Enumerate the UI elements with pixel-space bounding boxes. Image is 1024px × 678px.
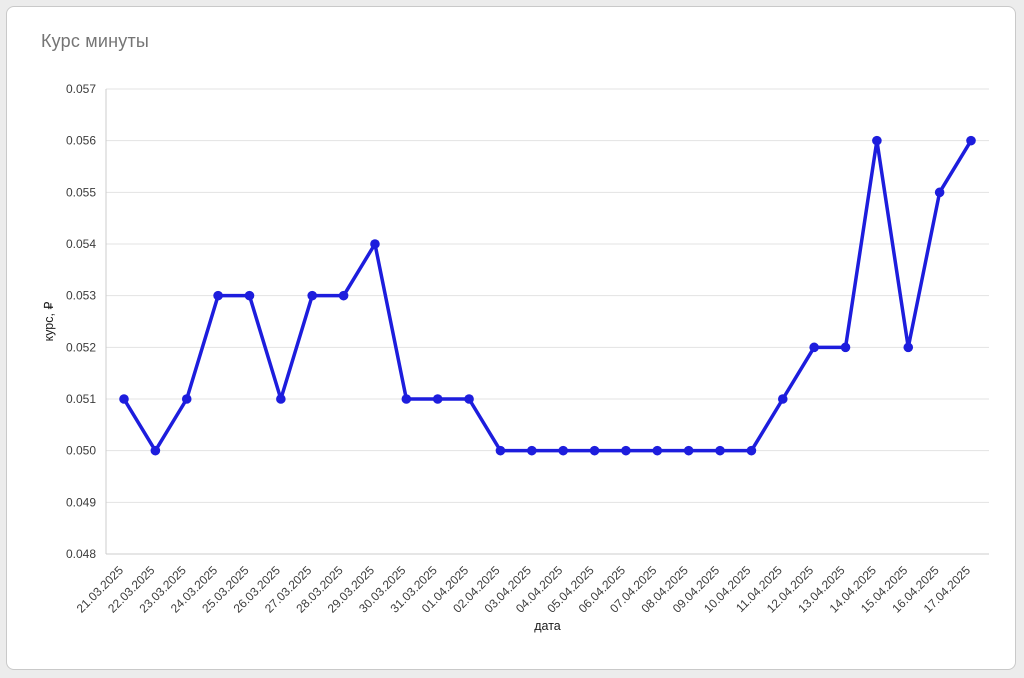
y-tick-label: 0.052 bbox=[66, 340, 96, 354]
chart-card: Курс минуты 0.048 0.049 0.050 0.051 0.052 0.0… bbox=[6, 6, 1016, 670]
data-point bbox=[934, 187, 945, 198]
y-tick-label: 0.048 bbox=[66, 547, 96, 561]
line-chart: 0.048 0.049 0.050 0.051 0.052 0.053 0.054 0.055… bbox=[42, 82, 989, 633]
y-tick-label: 0.049 bbox=[66, 495, 96, 509]
data-point bbox=[903, 342, 914, 353]
data-point bbox=[715, 445, 725, 456]
data-point bbox=[527, 445, 537, 456]
chart-title: Курс минуты bbox=[41, 31, 150, 51]
data-point bbox=[307, 290, 318, 301]
data-point bbox=[401, 394, 412, 404]
data-point bbox=[150, 445, 161, 456]
data-point bbox=[495, 445, 506, 456]
data-point bbox=[432, 394, 443, 404]
data-point bbox=[683, 445, 694, 456]
data-point bbox=[370, 239, 380, 249]
data-point bbox=[276, 394, 286, 404]
data-point bbox=[119, 394, 129, 404]
data-point bbox=[746, 445, 757, 456]
data-point bbox=[464, 394, 474, 404]
data-point bbox=[809, 342, 819, 353]
data-point bbox=[244, 290, 255, 301]
data-point bbox=[872, 135, 882, 146]
data-point bbox=[589, 445, 600, 456]
chart-line bbox=[122, 138, 973, 453]
data-point bbox=[652, 445, 663, 456]
data-point bbox=[777, 394, 788, 404]
y-tick-label: 0.051 bbox=[66, 392, 96, 406]
y-tick-label: 0.054 bbox=[66, 237, 96, 251]
data-point bbox=[181, 394, 192, 404]
y-tick-label: 0.050 bbox=[66, 444, 96, 458]
data-point bbox=[558, 445, 568, 456]
y-tick-label: 0.057 bbox=[66, 82, 96, 96]
y-tick-label: 0.055 bbox=[66, 185, 96, 199]
data-point bbox=[213, 290, 223, 301]
data-point bbox=[621, 445, 631, 456]
y-tick-label: 0.056 bbox=[66, 134, 96, 148]
data-point bbox=[966, 135, 976, 146]
x-axis-title: дата bbox=[534, 619, 561, 633]
data-point bbox=[840, 342, 851, 353]
data-point bbox=[338, 290, 349, 301]
y-axis-title: курс, ₽ bbox=[42, 302, 56, 342]
y-tick-label: 0.053 bbox=[66, 289, 96, 303]
